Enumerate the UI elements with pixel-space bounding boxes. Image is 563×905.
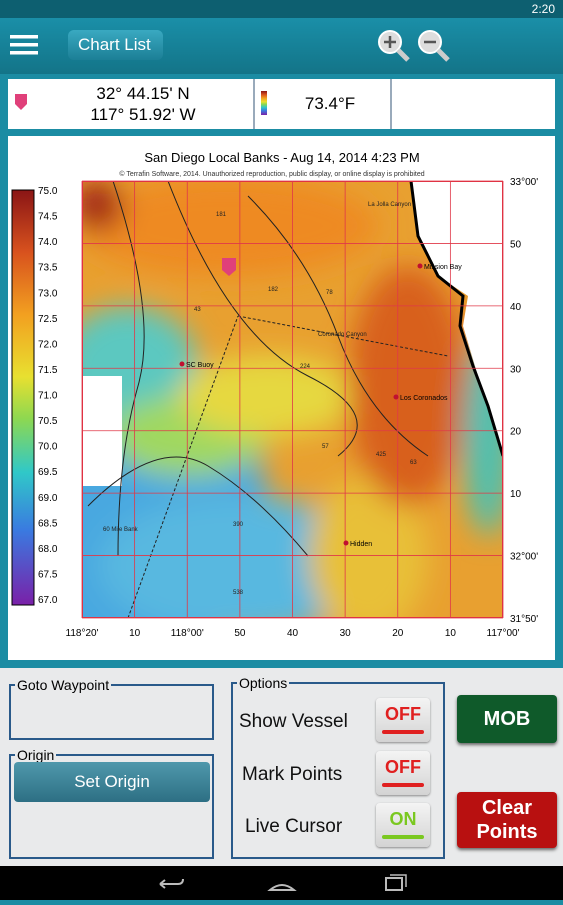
y-label: 30	[510, 364, 522, 375]
scale-label: 67.5	[38, 569, 58, 580]
x-label: 10	[129, 628, 141, 639]
place-marker	[417, 263, 423, 269]
x-label: 118°20'	[66, 628, 99, 639]
toggle-state: OFF	[385, 704, 421, 724]
toggle-button[interactable]: OFF	[376, 751, 430, 795]
toggle-button[interactable]: OFF	[376, 698, 430, 742]
goto-waypoint-label: Goto Waypoint	[17, 677, 110, 693]
place-marker	[393, 394, 399, 400]
back-button[interactable]: Chart List	[68, 30, 163, 60]
place-label: Mission Bay	[424, 264, 462, 271]
option-label: Mark Points	[242, 764, 343, 785]
latitude: 32° 44.15' N	[96, 84, 190, 103]
scale-label: 69.0	[38, 493, 58, 504]
y-label: 50	[510, 239, 522, 250]
option-label: Show Vessel	[239, 711, 348, 732]
y-label: 31°50'	[510, 614, 538, 625]
place-label: SC Buoy	[186, 362, 214, 369]
scale-label: 73.5	[38, 263, 58, 274]
toggle-state: OFF	[385, 757, 421, 777]
scale-label: 71.0	[38, 391, 58, 402]
place-label: Hidden	[350, 541, 372, 548]
feature-label: 390	[233, 522, 244, 528]
temperature: 73.4°F	[304, 94, 356, 113]
scale-label: 68.5	[38, 518, 58, 529]
temperature-cell: 73.4°F	[255, 79, 392, 129]
map-panel: San Diego Local Banks - Aug 14, 2014 4:2…	[8, 136, 555, 660]
clear-points-button[interactable]: Clear Points	[457, 792, 557, 848]
feature-label: 60 Mile Bank	[103, 527, 139, 533]
goto-waypoint-box[interactable]: Goto Waypoint	[9, 677, 214, 740]
waypoint-icon	[15, 94, 27, 110]
scale-label: 74.5	[38, 212, 58, 223]
waypoint-marker	[222, 258, 236, 276]
map-labels: 75.0 74.5 74.0 73.5 73.0 72.5 72.0 71.5 71.0 70.5…	[38, 177, 538, 639]
option-label: Live Cursor	[245, 816, 343, 837]
place-marker	[343, 540, 349, 546]
scale-label: 69.5	[38, 467, 58, 478]
feature-label: 57	[322, 444, 329, 450]
place-marker	[179, 361, 185, 367]
zoom-controls[interactable]	[374, 26, 458, 66]
toggle-state: ON	[389, 809, 417, 829]
feature-label: Coronado Canyon	[318, 332, 367, 338]
nav-bar	[0, 866, 563, 900]
nav-icons[interactable]	[0, 866, 563, 900]
clock: 2:20	[531, 2, 555, 16]
copyright: © Terrafin Software, 2014. Unauthorized …	[119, 170, 424, 178]
info-bar: 32° 44.15' N 117° 51.92' W 73.4°F	[8, 79, 555, 129]
scale-label: 67.0	[38, 595, 58, 606]
x-label: 50	[234, 628, 246, 639]
position-cell: 32° 44.15' N 117° 51.92' W	[8, 79, 255, 129]
temperature-icon	[261, 91, 267, 115]
scale-label: 72.5	[38, 314, 58, 325]
scale-label: 70.5	[38, 416, 58, 427]
x-label: 10	[445, 628, 457, 639]
feature-label: 224	[300, 364, 311, 370]
y-label: 20	[510, 427, 522, 438]
status-bar: 2:20	[0, 0, 563, 18]
y-label: 10	[510, 489, 522, 500]
grid	[81, 180, 504, 619]
toggle-button[interactable]: ON	[376, 803, 430, 847]
feature-label: 182	[268, 287, 279, 293]
toolbar: Chart List	[0, 18, 563, 74]
menu-icon[interactable]	[10, 34, 40, 56]
place-label: Los Coronados	[400, 395, 448, 402]
mob-button[interactable]: MOB	[457, 695, 557, 743]
feature-label: 63	[410, 460, 417, 466]
feature-label: La Jolla Canyon	[368, 202, 411, 208]
x-label: 20	[392, 628, 404, 639]
map-title: San Diego Local Banks - Aug 14, 2014 4:2…	[144, 150, 419, 165]
feature-label: 538	[233, 590, 244, 596]
scale-label: 70.0	[38, 442, 58, 453]
x-label: 40	[287, 628, 299, 639]
color-scale	[11, 189, 35, 606]
origin-box: Origin	[9, 747, 214, 859]
heat-map	[82, 181, 503, 618]
x-label: 30	[340, 628, 352, 639]
origin-label: Origin	[17, 747, 55, 763]
feature-label: 425	[376, 452, 387, 458]
scale-label: 71.5	[38, 365, 58, 376]
scale-label: 74.0	[38, 237, 58, 248]
y-label: 40	[510, 302, 522, 313]
x-label: 118°00'	[171, 628, 204, 639]
feature-label: 43	[194, 307, 201, 313]
scale-label: 75.0	[38, 186, 58, 197]
y-label: 32°00'	[510, 552, 538, 563]
longitude: 117° 51.92' W	[90, 105, 196, 124]
set-origin-button[interactable]: Set Origin	[14, 762, 210, 802]
options-box: Options	[231, 675, 445, 859]
scale-label: 72.0	[38, 339, 58, 350]
feature-label: 78	[326, 290, 333, 296]
sst-map[interactable]: San Diego Local Banks - Aug 14, 2014 4:2…	[8, 136, 555, 660]
scale-label: 68.0	[38, 544, 58, 555]
options-label: Options	[239, 675, 288, 691]
x-label: 117°00'	[487, 628, 520, 639]
scale-label: 73.0	[38, 288, 58, 299]
y-label: 33°00'	[510, 177, 538, 188]
feature-label: 181	[216, 212, 227, 218]
